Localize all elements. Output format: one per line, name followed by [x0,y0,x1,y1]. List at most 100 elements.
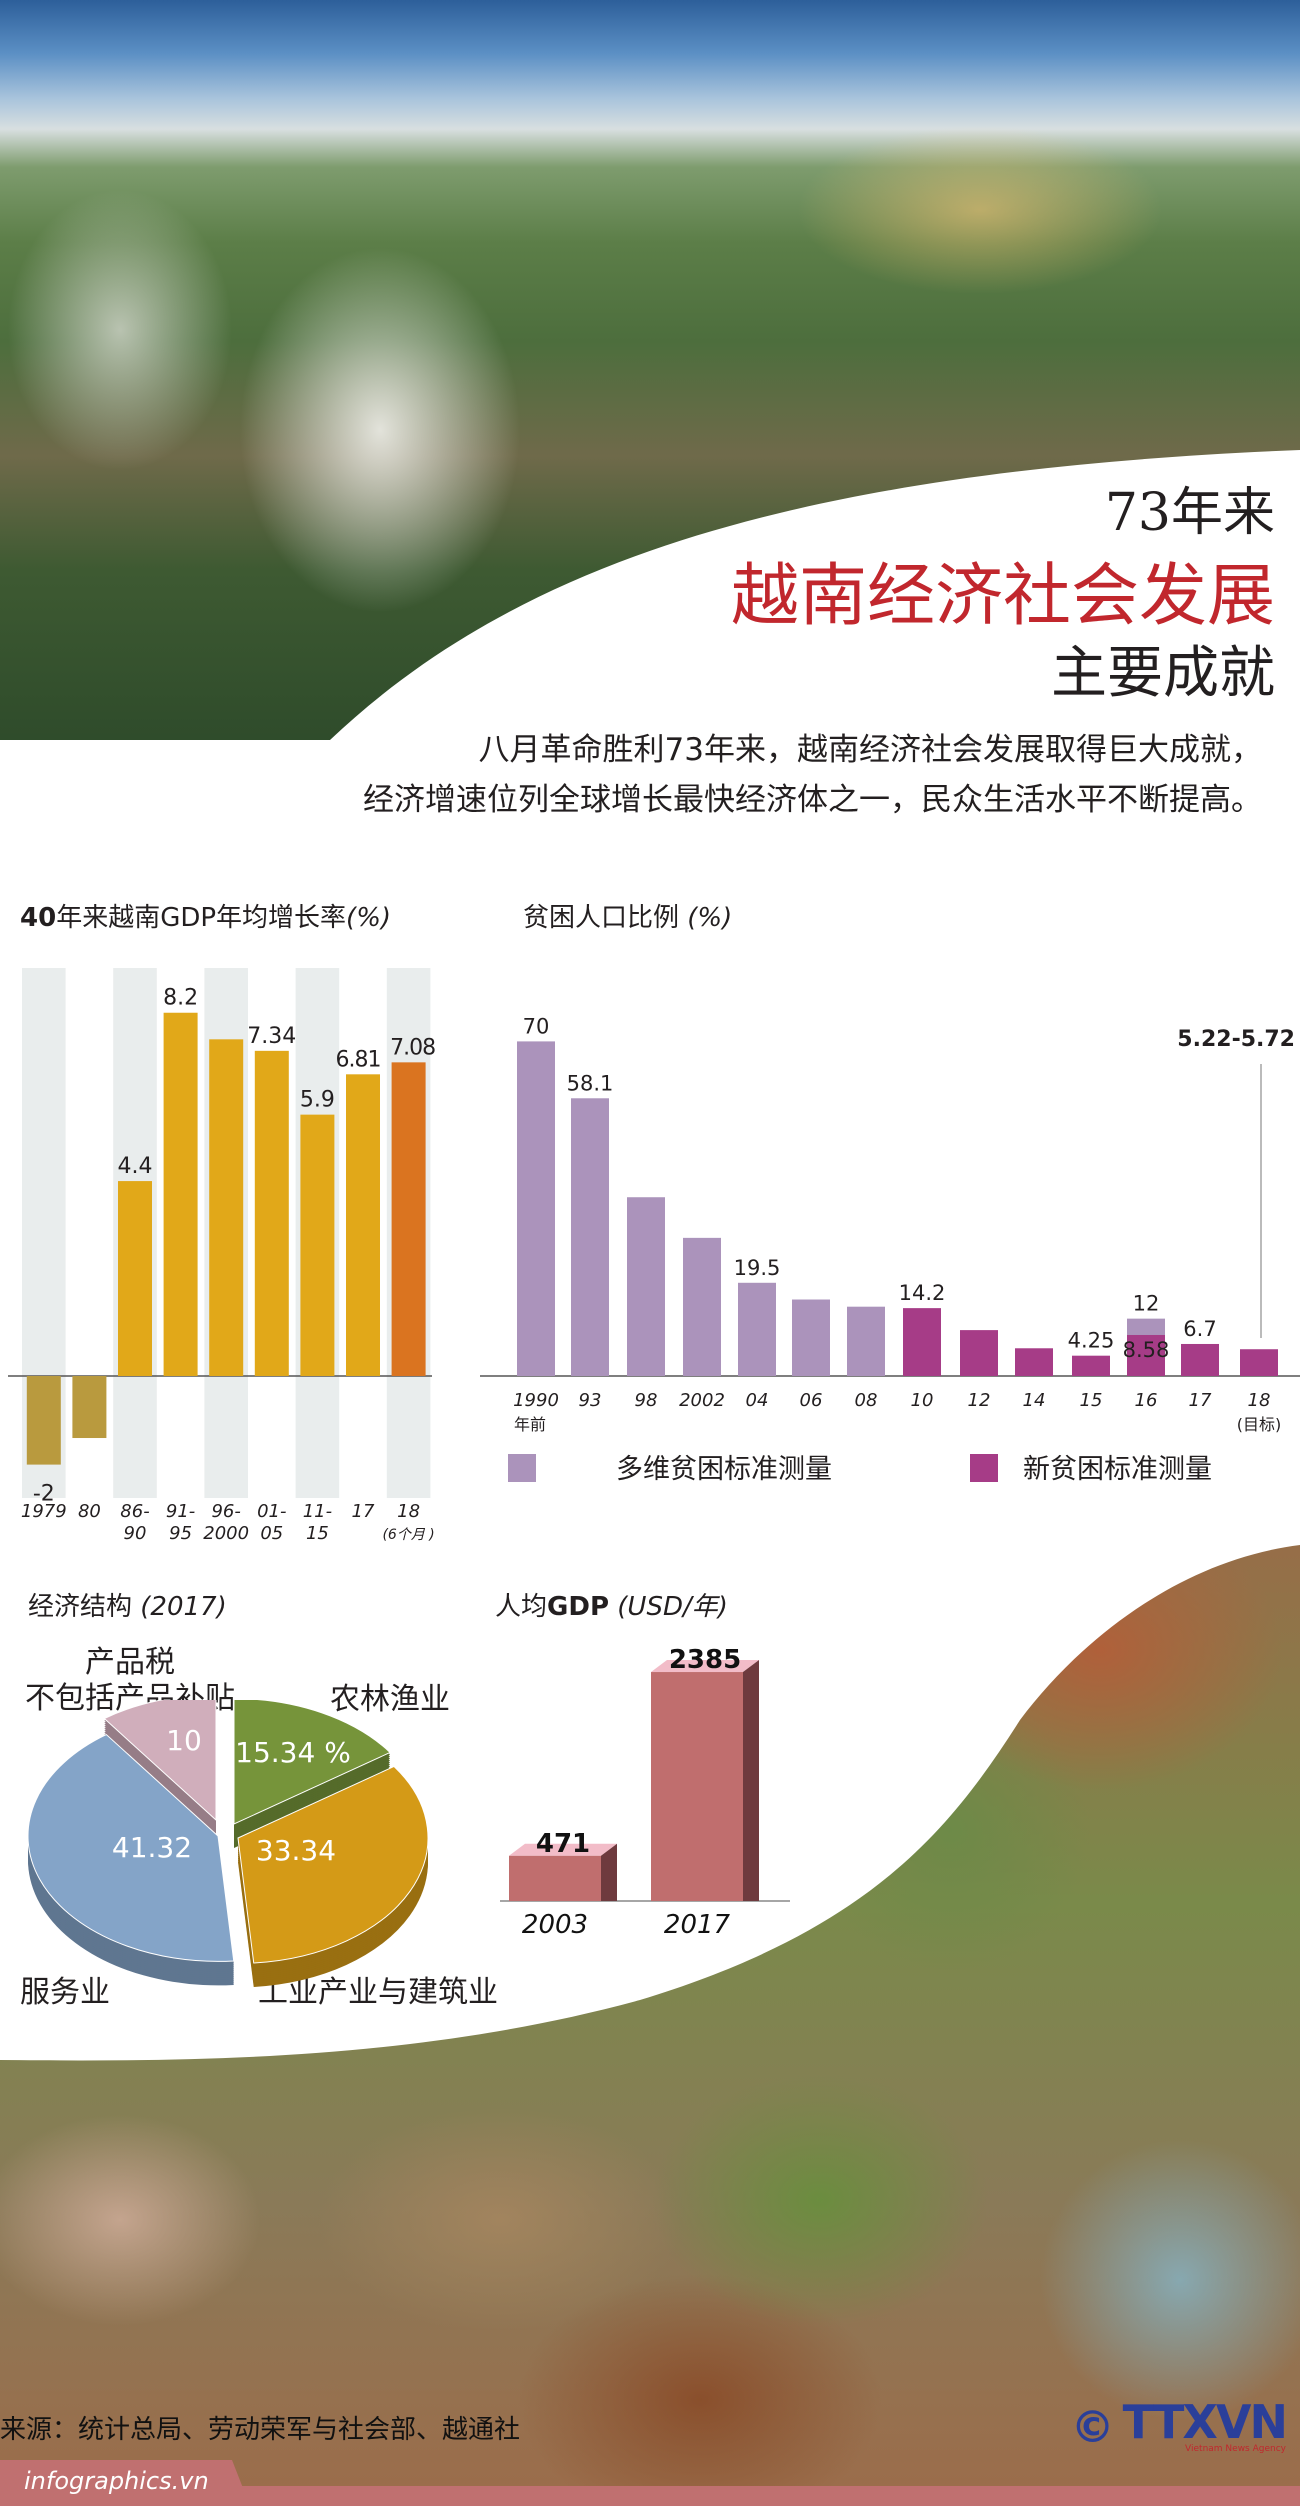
legend-label-new: 新贫困标准测量 [1023,1454,1212,1485]
value-label: 8.58 [1123,1338,1170,1362]
x-tick-label: 1990 [513,1390,559,1411]
x-tick-label: 15 [306,1523,329,1544]
value-label: 5.9 [300,1088,335,1113]
pie-slice-1 [237,1765,429,1964]
x-tick-label: 80 [78,1501,101,1522]
bar-17 [346,1074,380,1376]
gdp-per-capita-chart: 471 2003 2385 2017 [500,1645,790,1940]
bar-08-multidim [847,1306,885,1376]
value-label: 471 [536,1829,590,1859]
bar-2003 [509,1855,601,1901]
x-tick-label: 93 [579,1390,602,1411]
value-label: 19.5 [734,1256,781,1280]
legend-swatch-multidim [508,1454,536,1482]
bar-1990-multidim [517,1041,555,1376]
bar-17-new [1181,1343,1219,1376]
value-label: -2 [33,1482,55,1507]
value-label: 7.08 [390,1035,435,1060]
gdp-growth-title-bold: 40 [20,903,57,933]
legend-swatch-new [970,1454,998,1482]
pie-value-label: 41.32 [112,1831,192,1864]
bar-91-95 [163,1012,198,1376]
footer-bar [0,2486,1300,2506]
x-tick-label: 12 [968,1390,991,1411]
bar-86-90 [118,1181,152,1376]
bar-16-new [1127,1334,1165,1376]
x-tick-label: 1979 [21,1501,67,1522]
pie-label-tax-line1: 产品税 [85,1645,175,1680]
bar-93-multidim [571,1098,609,1376]
x-tick-label: 2003 [522,1910,588,1940]
bar-01-05 [254,1050,289,1376]
page-title: 越南经济社会发展 [730,557,1275,636]
value-label: 12 [1133,1292,1160,1316]
value-label: 6.81 [336,1047,381,1072]
x-tick-label: 98 [635,1390,658,1411]
value-label: 7.34 [247,1024,296,1049]
x-tick-label: 96- [211,1501,240,1522]
x-tick-label: 17 [1189,1390,1212,1411]
ttxvn-logo: © TTXVN Vietnam News Agency [1070,2399,1288,2454]
value-label: 70 [523,1014,550,1038]
value-label: 58.1 [567,1071,614,1095]
x-tick-label: 2002 [679,1390,725,1411]
value-label: 8.2 [163,986,198,1011]
x-tick-label: 2000 [203,1523,249,1544]
bar-side-2017 [743,1660,759,1901]
x-tick-label: 18 [397,1501,420,1522]
gdp-growth-unit: (%) [346,903,392,933]
x-tick-label: 05 [260,1523,283,1544]
bar-2017 [651,1672,743,1901]
pie-label-agriculture: 农林渔业 [330,1682,450,1717]
x-tick-label: 10 [911,1390,934,1411]
x-tick-label: 86- [120,1501,149,1522]
value-label: 4.25 [1068,1329,1115,1353]
bar-14-new [1015,1348,1053,1376]
x-tick-label: 11- [303,1501,332,1522]
x-tick-label: 18 [1248,1390,1271,1411]
target-annotation: 5.22-5.72 [1177,1027,1295,1052]
pie-slice-2 [27,1733,235,1962]
source-credit: 来源：统计总局、劳动荣军与社会部、越通社 [0,2415,521,2445]
site-link[interactable]: infographics.vn [24,2467,209,2495]
value-label: 4.4 [118,1154,153,1179]
gdp-per-capita-unit: (USD/年) [617,1592,728,1622]
economic-structure-year: (2017) [140,1592,227,1622]
poverty-unit: (%) [687,903,733,933]
bar-80 [72,1376,107,1439]
x-tick-label: 01- [257,1501,286,1522]
bar-side-2003 [601,1843,617,1901]
legend-label-multidim: 多维贫困标准测量 [616,1454,832,1485]
value-label: 2385 [669,1645,741,1675]
bar-top-2003 [509,1843,617,1856]
bar-10-new [903,1308,941,1376]
gdp-per-capita-title-text: 人均GDP [495,1592,609,1622]
bar-15-new [1072,1355,1110,1376]
bar-18-new [1240,1349,1278,1376]
x-tick-label: 16 [1135,1390,1158,1411]
gdp-growth-title: 40年来越南GDP年均增长率(%) [20,897,391,934]
x-tick-sublabel: 年前 [514,1415,546,1434]
bar-06-multidim [792,1299,830,1376]
value-label: 14.2 [899,1281,946,1305]
economic-structure-title-text: 经济结构 [28,1592,133,1622]
x-tick-label: 17 [352,1501,375,1522]
x-tick-label: 06 [800,1390,823,1411]
pie-label-services: 服务业 [20,1975,110,2010]
x-tick-label: 2017 [664,1910,731,1940]
pie-value-label: 15.34 % [235,1736,351,1769]
x-tick-label: 04 [746,1390,769,1411]
bar-11-15 [300,1114,335,1376]
pie-value-label: 33.34 [256,1834,336,1867]
title-years: 73年来 [1104,483,1275,543]
bar-18 [391,1062,426,1376]
bar-2002-multidim [683,1237,721,1376]
bar-98-multidim [627,1197,665,1376]
economic-structure-title: 经济结构 (2017) [28,1586,227,1623]
poverty-chart: 70 58.1 19.5 14.2 4.25 12 6.7 8.58 5.22-5.72 1990… [480,1014,1300,1485]
x-tick-label: 91- [166,1501,195,1522]
intro-line-1: 八月革命胜利73年来，越南经济社会发展取得巨大成就， [478,732,1262,768]
intro-line-2: 经济增速位列全球增长最快经济体之一，民众生活水平不断提高。 [363,782,1262,818]
copyright-icon: © [1070,2401,1115,2453]
